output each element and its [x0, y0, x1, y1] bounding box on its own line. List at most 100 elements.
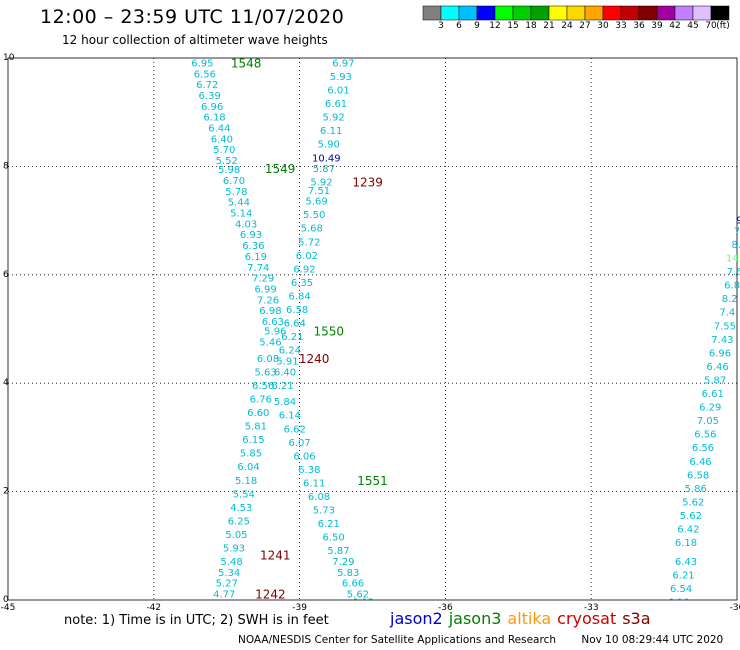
- wave-height-value: 6.58: [687, 470, 709, 481]
- wave-height-value: 6.18: [203, 113, 225, 124]
- wave-height-value: 7.74: [247, 263, 269, 274]
- legend-item-cryosat: cryosat: [557, 609, 617, 628]
- wave-height-value: 6.99: [254, 284, 276, 295]
- wave-height-value: 5.34: [218, 568, 240, 579]
- legend-item-s3a: s3a: [622, 609, 651, 628]
- wave-height-value: 6.56: [692, 443, 714, 454]
- wave-height-value: 6.40: [274, 367, 296, 378]
- wave-height-value: 5.73: [313, 506, 335, 517]
- wave-height-value: 6.05: [352, 598, 374, 609]
- wave-height-value: 6.93: [240, 230, 262, 241]
- wave-height-value: 6.46: [689, 457, 711, 468]
- wave-height-value: 5.68: [301, 224, 323, 235]
- footer-credit: NOAA/NESDIS Center for Satellite Applica…: [238, 634, 556, 646]
- wave-height-value: 5.18: [235, 476, 257, 487]
- wave-height-value: 5.92: [310, 178, 332, 189]
- pass-label: 1241: [260, 549, 291, 563]
- colorbar-tick-label: 24: [561, 21, 573, 31]
- wave-height-value: 7.29: [252, 274, 274, 285]
- wave-height-value: 7.51: [308, 186, 330, 197]
- wave-height-value: 6.14: [279, 411, 301, 422]
- wave-height-value: 5.62: [680, 511, 702, 522]
- wave-height-value: 5.87: [313, 164, 335, 175]
- y-tick-label: 4: [3, 378, 9, 388]
- colorbar-tick-label: 18: [525, 21, 537, 31]
- wave-height-value: 6.84: [288, 291, 310, 302]
- legend-item-jason2: jason2: [390, 609, 443, 628]
- wave-height-value: 6.19: [668, 598, 690, 609]
- wave-height-value: 14.6: [726, 254, 740, 265]
- wave-height-value: 6.02: [296, 251, 318, 262]
- wave-height-value: 5.27: [216, 579, 238, 590]
- wave-height-value: 6.38: [298, 465, 320, 476]
- x-tick-label: -42: [146, 603, 161, 613]
- wave-height-value: 7.29: [332, 557, 354, 568]
- x-tick-label: -36: [438, 603, 453, 613]
- wave-height-value: 6.04: [237, 462, 259, 473]
- y-tick-label: 10: [3, 53, 15, 63]
- colorbar-tick-label: 6: [456, 21, 462, 31]
- wave-height-value: 6.25: [228, 516, 250, 527]
- wave-height-value: 5.98: [218, 165, 240, 176]
- grid-lines: [8, 58, 737, 600]
- wave-height-value: 5.62: [347, 590, 369, 601]
- wave-height-value: 6.21: [318, 519, 340, 530]
- pass-label: 1548: [231, 56, 262, 70]
- colorbar: [422, 5, 730, 21]
- wave-height-value: 5.69: [305, 197, 327, 208]
- wave-height-value: 6.63: [262, 317, 284, 328]
- wave-height-value: 5.86: [685, 484, 707, 495]
- wave-height-value: 5.48: [220, 557, 242, 568]
- wave-height-value: 5.92: [322, 113, 344, 124]
- wave-height-value: 6.18: [675, 538, 697, 549]
- wave-height-value: 7.6: [727, 267, 740, 278]
- pass-label: 1239: [352, 176, 383, 190]
- data-points: 6.956.566.726.396.966.186.446.405.705.52…: [191, 58, 740, 609]
- legend-item-altika: altika: [507, 609, 552, 628]
- y-tick-label: 2: [3, 487, 9, 497]
- wave-height-value: 6.08: [308, 492, 330, 503]
- wave-height-value: 6.56: [194, 69, 216, 80]
- colorbar-tick-label: 70: [705, 21, 717, 31]
- satellite-legend: jason2 jason3 altika cryosat s3a: [390, 609, 657, 628]
- wave-height-value: 6.70: [223, 176, 245, 187]
- colorbar-tick-label: 42: [669, 21, 681, 31]
- wave-height-value: 6.72: [196, 80, 218, 91]
- wave-height-value: 6.8: [724, 281, 740, 292]
- wave-height-value: 4.77: [213, 590, 235, 601]
- wave-height-value: 6.35: [291, 278, 313, 289]
- wave-height-value: 5.72: [298, 237, 320, 248]
- wave-height-value: 5.91: [276, 357, 298, 368]
- wave-height-value: 6.92: [293, 264, 315, 275]
- wave-height-value: 7.26: [257, 295, 279, 306]
- wave-height-value: 6.11: [320, 126, 342, 137]
- wave-height-value: 5.70: [213, 145, 235, 156]
- wave-height-value: 6.43: [675, 557, 697, 568]
- wave-height-value: 10.49: [312, 153, 341, 164]
- wave-height-value: 6.24: [279, 346, 301, 357]
- wave-height-value: 5.90: [318, 140, 340, 151]
- wave-height-value: 6.29: [699, 403, 721, 414]
- y-tick-label: 8: [3, 161, 9, 171]
- wave-height-value: 6.42: [677, 525, 699, 536]
- wave-height-value: 6.54: [670, 584, 692, 595]
- wave-height-value: 5.96: [264, 327, 286, 338]
- wave-height-value: 5.62: [682, 497, 704, 508]
- wave-height-value: 4.53: [230, 503, 252, 514]
- wave-height-value: 6.19: [245, 252, 267, 263]
- wave-height-value: 6.60: [247, 408, 269, 419]
- wave-height-value: 5.50: [303, 210, 325, 221]
- colorbar-tick-label: 39: [651, 21, 663, 31]
- wave-height-value: 6.06: [293, 451, 315, 462]
- wave-height-value: 6.61: [702, 389, 724, 400]
- wave-height-value: 8.2: [722, 294, 738, 305]
- wave-height-value: 5.05: [225, 530, 247, 541]
- wave-height-value: 6.98: [259, 306, 281, 317]
- colorbar-tick-label: 30: [597, 21, 609, 31]
- wave-height-value: 6.21: [271, 381, 293, 392]
- pass-label: 1242: [255, 588, 286, 602]
- colorbar-tick-label: 36: [633, 21, 645, 31]
- colorbar-tick-label: 12: [489, 21, 501, 31]
